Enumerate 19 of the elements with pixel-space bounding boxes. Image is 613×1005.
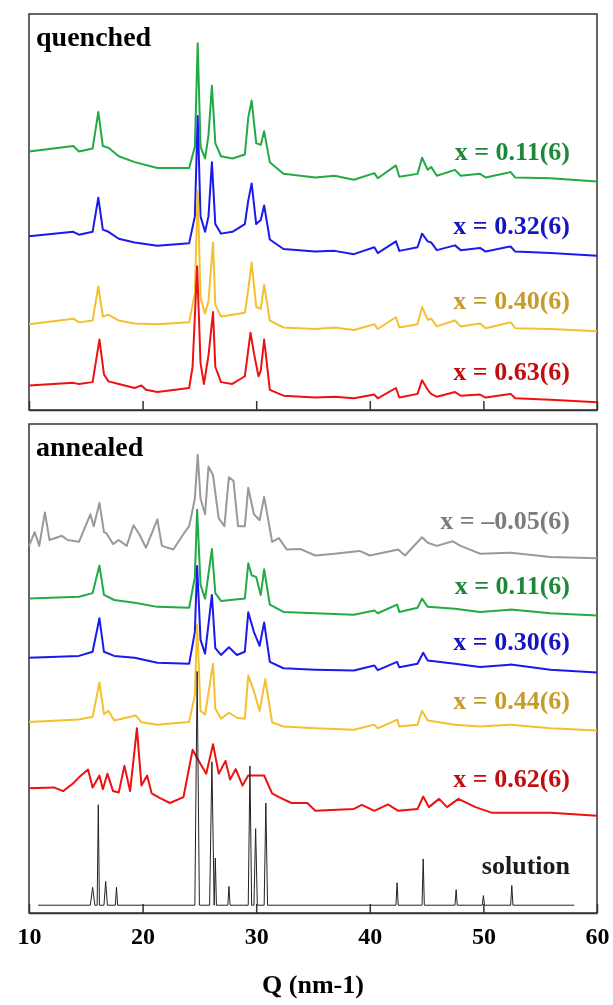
series-label: x = 0.44(6) xyxy=(453,685,570,715)
series-label: x = 0.63(6) xyxy=(453,357,570,387)
series-label: x = 0.30(6) xyxy=(453,627,570,657)
series-label: x = 0.40(6) xyxy=(453,286,570,316)
series-label: x = 0.62(6) xyxy=(453,763,570,793)
x-tick-label: 60 xyxy=(585,923,610,950)
series-label: x = 0.11(6) xyxy=(454,136,570,166)
x-tick-label: 30 xyxy=(244,923,269,950)
x-axis-title: Q (nm-1) xyxy=(262,970,364,999)
x-tick-label: 20 xyxy=(131,923,156,950)
series-label: x = –0.05(6) xyxy=(440,506,570,536)
chart-title: annealed xyxy=(36,431,144,462)
series-label: x = 0.11(6) xyxy=(454,570,570,600)
series-label: x = 0.32(6) xyxy=(453,210,570,240)
chart-title: quenched xyxy=(36,21,152,52)
series-label: solution xyxy=(481,850,571,880)
x-tick-label: 50 xyxy=(471,923,496,950)
x-tick-label: 40 xyxy=(358,923,383,950)
x-tick-label: 10 xyxy=(17,923,42,950)
